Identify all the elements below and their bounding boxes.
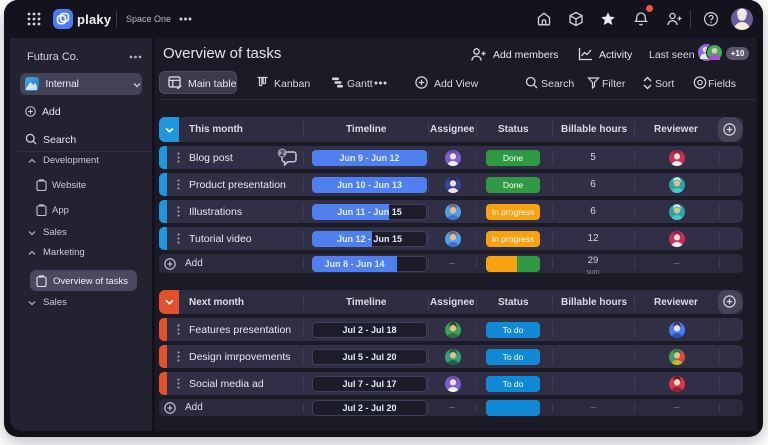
svg-text:2: 2	[280, 149, 285, 158]
